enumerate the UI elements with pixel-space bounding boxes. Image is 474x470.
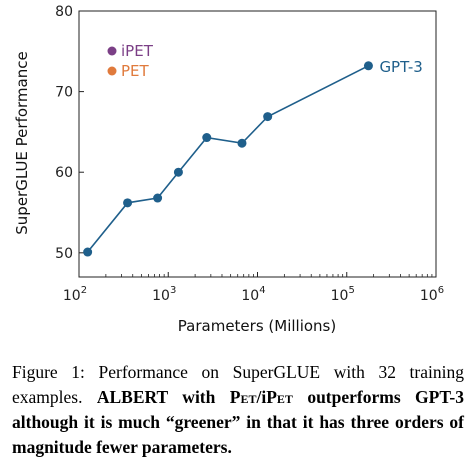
data-point (153, 193, 163, 203)
caption-pet: Pet (229, 387, 257, 407)
caption-ipet: Pet (266, 387, 293, 407)
y-axis-ticks: 50 60 70 80 (55, 4, 84, 262)
x-tick-exponent: 5 (348, 285, 354, 296)
caption-prefix: Figure 1: Performance on SuperGLUE with … (12, 362, 464, 407)
figure-caption: Figure 1: Performance on SuperGLUE with … (12, 360, 464, 460)
x-tick-exponent: 4 (259, 285, 265, 296)
x-tick-label: 103 (152, 285, 176, 304)
caption-bold-2: outperforms GPT-3 although it is much “g… (12, 387, 464, 457)
legend-marker (107, 66, 117, 76)
x-tick-label: 106 (420, 285, 444, 304)
x-tick-base: 10 (152, 288, 170, 304)
x-axis-label: Parameters (Millions) (178, 317, 336, 335)
data-point (202, 133, 212, 143)
caption-bold-1: ALBERT with (96, 387, 230, 407)
caption-bold: ALBERT with Pet/iPet outperforms GPT-3 a… (12, 387, 464, 457)
x-tick-label: 105 (331, 285, 355, 304)
legend-marker (107, 46, 117, 56)
y-axis-label: SuperGLUE Performance (13, 51, 31, 234)
legend-label: PET (121, 62, 150, 80)
x-tick-label: 104 (241, 285, 265, 304)
legend: iPET PET (107, 42, 154, 80)
data-point (83, 247, 93, 257)
data-point (263, 112, 273, 122)
series-line (86, 65, 369, 253)
data-point (173, 167, 183, 177)
series-label: GPT-3 (379, 58, 422, 76)
data-point (123, 198, 133, 208)
legend-label: iPET (121, 42, 154, 60)
caption-slash: /i (256, 387, 267, 407)
series-group: GPT-3 (83, 58, 423, 257)
x-tick-exponent: 6 (438, 285, 444, 296)
x-axis-ticks: 102 103 104 105 106 (63, 272, 444, 304)
y-tick-label: 50 (55, 246, 73, 262)
y-tick-label: 70 (55, 85, 73, 101)
y-tick-label: 80 (55, 4, 73, 20)
x-tick-base: 10 (63, 288, 81, 304)
x-tick-exponent: 3 (170, 285, 176, 296)
x-tick-base: 10 (241, 288, 259, 304)
data-point (237, 138, 247, 148)
data-point (363, 61, 373, 71)
x-tick-exponent: 2 (81, 285, 87, 296)
x-tick-base: 10 (331, 288, 349, 304)
x-tick-label: 102 (63, 285, 87, 304)
x-tick-base: 10 (420, 288, 438, 304)
y-tick-label: 60 (55, 165, 73, 181)
